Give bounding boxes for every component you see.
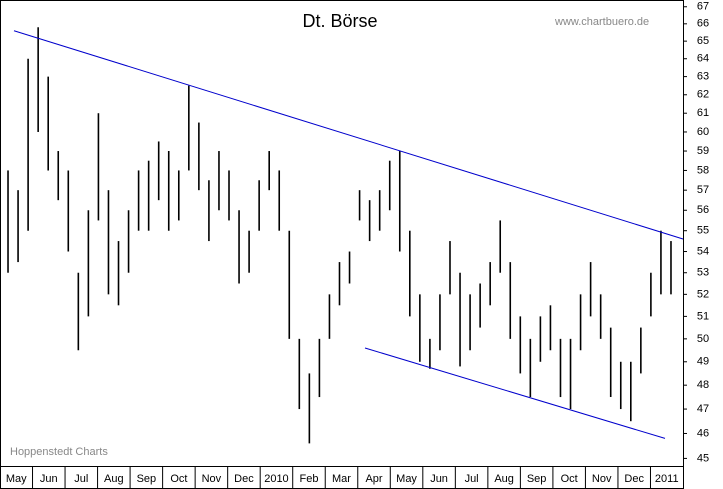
x-tick-label: Aug — [104, 473, 124, 485]
y-tick-label: 58 — [697, 164, 709, 176]
y-tick-label: 57 — [697, 184, 709, 196]
x-tick-label: Feb — [299, 473, 318, 485]
y-tick-label: 45 — [697, 452, 709, 464]
y-tick-label: 65 — [697, 35, 709, 47]
y-tick-label: 54 — [697, 245, 709, 257]
x-tick-label: Dec — [624, 473, 644, 485]
y-tick-label: 46 — [697, 427, 709, 439]
y-tick-label: 64 — [697, 53, 709, 65]
y-tick-label: 51 — [697, 310, 709, 322]
y-tick-label: 52 — [697, 288, 709, 300]
x-tick-label: Nov — [592, 473, 612, 485]
y-tick-label: 67 — [697, 1, 709, 13]
x-tick-label: Jun — [40, 473, 58, 485]
source: www.chartbuero.de — [554, 16, 649, 28]
x-tick-label: Apr — [365, 473, 382, 485]
y-tick-label: 59 — [697, 145, 709, 157]
y-tick-label: 55 — [697, 225, 709, 237]
chart-title: Dt. Börse — [302, 11, 377, 31]
plot-frame — [0, 0, 684, 489]
credit: Hoppenstedt Charts — [10, 446, 108, 458]
y-tick-label: 60 — [697, 126, 709, 138]
x-tick-label: Oct — [170, 473, 187, 485]
y-tick-label: 47 — [697, 403, 709, 415]
trendline — [364, 347, 666, 439]
x-tick-label: Oct — [561, 473, 578, 485]
y-tick-label: 66 — [697, 18, 709, 30]
x-tick-label: Mar — [332, 473, 351, 485]
x-tick-label: Jul — [74, 473, 88, 485]
x-tick-label: Jun — [430, 473, 448, 485]
y-tick-label: 56 — [697, 204, 709, 216]
y-tick-label: 61 — [697, 107, 709, 119]
x-tick-label: Jul — [465, 473, 479, 485]
x-tick-label: May — [396, 473, 417, 485]
y-tick-label: 50 — [697, 333, 709, 345]
y-tick-label: 63 — [697, 71, 709, 83]
y-tick-label: 62 — [697, 89, 709, 101]
x-tick-label: May — [6, 473, 27, 485]
x-tick-label: 2010 — [264, 473, 288, 485]
trendline — [13, 30, 684, 240]
y-tick-label: 48 — [697, 379, 709, 391]
x-tick-label: Sep — [137, 473, 157, 485]
x-tick-label: Aug — [494, 473, 514, 485]
y-tick-label: 49 — [697, 356, 709, 368]
x-tick-label: Sep — [527, 473, 547, 485]
x-tick-label: Dec — [234, 473, 254, 485]
x-tick-label: 2011 — [655, 473, 679, 485]
x-tick-label: Nov — [202, 473, 222, 485]
y-tick-label: 53 — [697, 267, 709, 279]
